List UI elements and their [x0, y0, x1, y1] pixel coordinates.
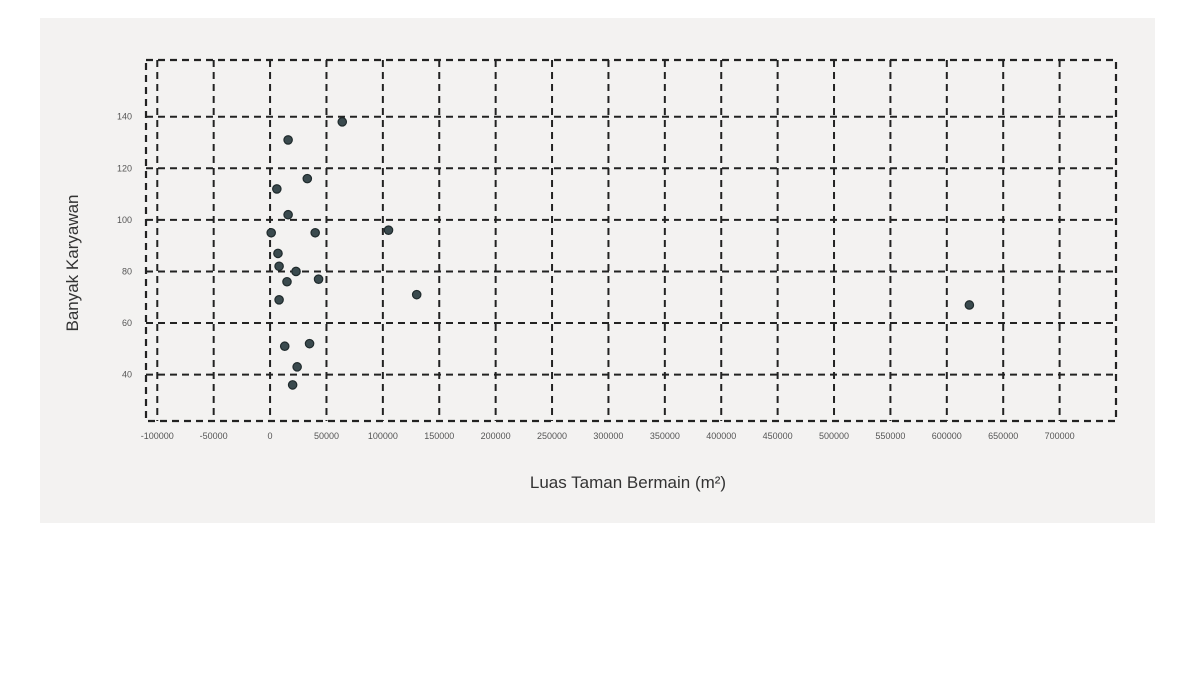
y-tick-label: 60 — [122, 318, 132, 328]
x-tick-label: 50000 — [314, 431, 339, 441]
data-point — [337, 117, 348, 127]
data-point — [302, 173, 313, 184]
grid-lines — [146, 60, 1116, 421]
y-tick-label: 80 — [122, 266, 132, 276]
data-point — [274, 295, 284, 305]
x-tick-label: 400000 — [706, 431, 736, 441]
x-tick-label: 550000 — [875, 431, 905, 441]
x-tick-label: 150000 — [424, 431, 454, 441]
x-tick-label: 700000 — [1045, 431, 1075, 441]
data-point — [291, 266, 301, 277]
data-point — [266, 227, 276, 238]
data-point — [411, 289, 422, 300]
data-point — [287, 380, 298, 390]
x-axis-title: Luas Taman Bermain (m²) — [530, 473, 726, 492]
data-point — [964, 300, 975, 310]
data-point — [310, 227, 320, 238]
x-tick-label: 250000 — [537, 431, 567, 441]
x-tick-label: 100000 — [368, 431, 398, 441]
x-tick-label: -100000 — [141, 431, 174, 441]
x-tick-label: 650000 — [988, 431, 1018, 441]
data-point — [279, 341, 290, 352]
y-tick-label: 140 — [117, 112, 132, 122]
data-point — [283, 135, 293, 145]
plot-border — [144, 58, 1118, 423]
x-tick-label: 450000 — [763, 431, 793, 441]
y-tick-labels: 40 60 80 100 120 140 — [117, 112, 132, 380]
x-tick-label: 0 — [268, 431, 273, 441]
y-tick-label: 120 — [117, 163, 132, 173]
data-point — [274, 261, 284, 272]
x-tick-label: 500000 — [819, 431, 849, 441]
data-point — [273, 248, 283, 259]
x-tick-label: 200000 — [481, 431, 511, 441]
x-tick-label: 600000 — [932, 431, 962, 441]
data-points — [266, 117, 975, 390]
plot-frame — [144, 58, 1118, 423]
chart-panel: -100000 -50000 0 50000 100000 150000 200000 250… — [40, 18, 1155, 523]
data-point — [272, 184, 282, 194]
data-point — [292, 362, 302, 372]
data-point — [313, 274, 324, 284]
x-tick-label: 300000 — [593, 431, 623, 441]
data-point — [283, 209, 293, 220]
y-axis-title: Banyak Karyawan — [63, 194, 82, 331]
y-tick-label: 40 — [122, 370, 132, 380]
data-point — [304, 338, 315, 349]
x-tick-labels: -100000 -50000 0 50000 100000 150000 200000 250… — [141, 431, 1075, 441]
data-point — [282, 276, 292, 287]
x-tick-label: 350000 — [650, 431, 680, 441]
x-tick-label: -50000 — [200, 431, 228, 441]
y-tick-label: 100 — [117, 215, 132, 225]
scatter-chart: -100000 -50000 0 50000 100000 150000 200000 250… — [63, 58, 1118, 492]
data-point — [383, 225, 394, 235]
